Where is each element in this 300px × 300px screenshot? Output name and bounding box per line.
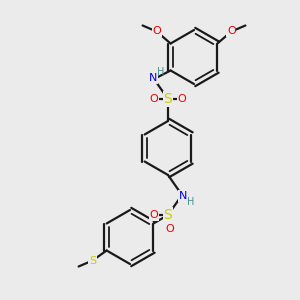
Text: S: S	[164, 92, 172, 106]
Text: O: O	[178, 94, 186, 104]
Text: S: S	[89, 256, 96, 266]
Text: O: O	[150, 94, 158, 104]
Text: H: H	[157, 67, 165, 77]
Text: O: O	[152, 26, 161, 37]
Text: O: O	[166, 224, 174, 234]
Text: S: S	[164, 208, 172, 222]
Text: H: H	[187, 197, 195, 207]
Text: O: O	[150, 210, 158, 220]
Text: O: O	[227, 26, 236, 37]
Text: N: N	[149, 73, 157, 83]
Text: N: N	[179, 191, 187, 201]
